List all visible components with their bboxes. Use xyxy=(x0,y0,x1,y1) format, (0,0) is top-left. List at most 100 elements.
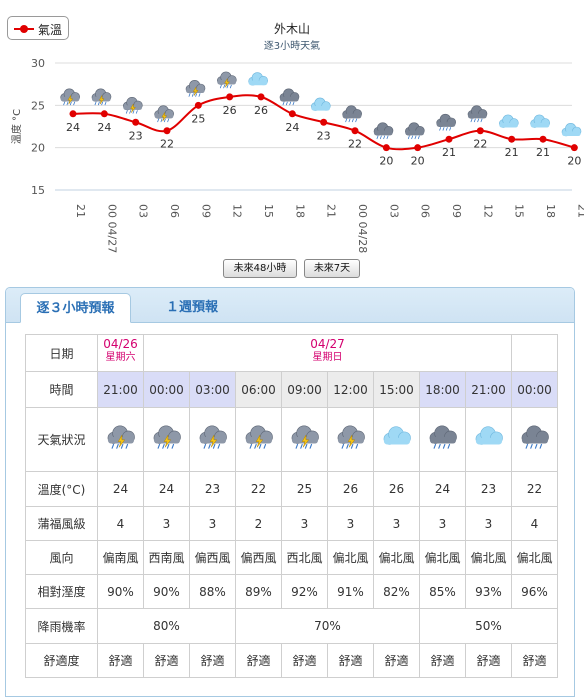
weather-icon-cell xyxy=(327,407,374,472)
humidity-cell: 90% xyxy=(97,574,144,609)
weather-icon-cell xyxy=(189,407,236,472)
x-tick-label: 03 xyxy=(137,204,150,218)
temperature-point[interactable] xyxy=(69,110,77,118)
time-cell: 09:00 xyxy=(281,371,328,408)
tab-weekly-forecast[interactable]: １週預報 xyxy=(165,300,218,315)
beaufort-cell: 3 xyxy=(419,506,466,541)
comfort-cell: 舒適 xyxy=(97,643,144,678)
row-time: 時間 21:00 00:00 03:00 06:00 09:00 12:00 1… xyxy=(25,371,558,408)
beaufort-cell: 3 xyxy=(465,506,512,541)
temperature-point[interactable] xyxy=(226,93,234,101)
temperature-point[interactable] xyxy=(382,144,390,152)
date-0426: 04/26 xyxy=(103,337,138,351)
wind-direction-cell: 偏北風 xyxy=(327,540,374,575)
cloud-icon xyxy=(475,425,503,445)
forecast-table: 日期 04/26 星期六 04/27 星期日 時間 21:00 00:00 03:0… xyxy=(25,334,558,678)
legend-label: 氣溫 xyxy=(38,23,63,37)
wind-direction-cell: 偏西風 xyxy=(235,540,282,575)
temp-cell: 23 xyxy=(465,471,512,507)
row-weather: 天氣狀況 xyxy=(25,407,558,472)
beaufort-cell: 3 xyxy=(189,506,236,541)
temperature-chart-svg: 15 20 25 30 溫度 °C 21 00 04/27 03 06 09 12 15 18 21 00 … xyxy=(10,57,584,253)
beaufort-cell: 3 xyxy=(143,506,190,541)
weather-icon-cell xyxy=(97,407,144,472)
comfort-cell: 舒適 xyxy=(235,643,282,678)
y-tick-label: 30 xyxy=(31,57,45,70)
humidity-cell: 91% xyxy=(327,574,374,609)
comfort-cell: 舒適 xyxy=(465,643,512,678)
x-tick-label: 09 xyxy=(199,204,212,218)
wind-direction-cell: 偏北風 xyxy=(419,540,466,575)
temperature-point[interactable] xyxy=(445,135,453,143)
temperature-point[interactable] xyxy=(351,127,359,135)
cloud-rain-icon xyxy=(405,122,425,140)
comfort-cell: 舒適 xyxy=(281,643,328,678)
x-tick-label: 12 xyxy=(481,204,494,218)
y-tick-label: 25 xyxy=(31,99,45,112)
row-beaufort: 蒲福風級 4 3 3 2 3 3 3 3 3 4 xyxy=(25,506,558,541)
humidity-cell: 82% xyxy=(373,574,420,609)
temp-cell: 22 xyxy=(511,471,558,507)
forecast-tabbar: 逐３小時預報 １週預報 xyxy=(6,288,574,323)
thunder-rain-icon xyxy=(185,80,206,97)
time-cell: 18:00 xyxy=(419,371,466,408)
x-tick-label: 18 xyxy=(293,204,306,218)
temperature-point[interactable] xyxy=(320,118,328,126)
temperature-point[interactable] xyxy=(539,135,547,143)
temperature-point[interactable] xyxy=(508,135,516,143)
beaufort-cell: 3 xyxy=(327,506,374,541)
temperature-chart: 15 20 25 30 溫度 °C 21 00 04/27 03 06 09 12 15 18 21 00 … xyxy=(0,0,584,282)
thunder-rain-icon xyxy=(154,105,174,123)
date-0427: 04/27 xyxy=(310,337,345,351)
x-tick-label: 00 04/27 xyxy=(105,204,118,253)
temperature-data-label: 21 xyxy=(442,146,456,159)
temperature-data-label: 26 xyxy=(223,104,237,117)
time-cell: 03:00 xyxy=(189,371,236,408)
temperature-data-label: 20 xyxy=(379,155,393,168)
chart-legend[interactable]: 氣溫 xyxy=(7,16,69,40)
thunder-rain-icon xyxy=(337,424,365,449)
x-tick-label: 15 xyxy=(513,204,526,218)
temperature-point[interactable] xyxy=(194,101,202,109)
tab-3-hour-forecast[interactable]: 逐３小時預報 xyxy=(20,293,131,323)
row-rain-probability: 降雨機率 80% 70% 50% xyxy=(25,608,558,644)
date-cell-0427: 04/27 星期日 xyxy=(143,334,512,372)
row-label-wind-direction: 風向 xyxy=(25,540,98,575)
temperature-data-label: 21 xyxy=(536,146,550,159)
legend-dot-marker xyxy=(20,25,28,33)
row-label-rain-probability: 降雨機率 xyxy=(25,608,98,644)
temperature-point[interactable] xyxy=(100,110,108,118)
beaufort-cell: 3 xyxy=(373,506,420,541)
humidity-cell: 96% xyxy=(511,574,558,609)
thunder-rain-icon xyxy=(91,88,112,106)
date-cell-0426: 04/26 星期六 xyxy=(97,334,144,372)
time-cell: 06:00 xyxy=(235,371,282,408)
thunder-rain-icon xyxy=(245,424,273,449)
temperature-point[interactable] xyxy=(414,144,422,152)
temperature-point[interactable] xyxy=(132,118,140,126)
temperature-point[interactable] xyxy=(163,127,171,135)
humidity-cell: 92% xyxy=(281,574,328,609)
wind-direction-cell: 偏北風 xyxy=(511,540,558,575)
row-label-weather: 天氣狀況 xyxy=(25,407,98,472)
temperature-point[interactable] xyxy=(570,144,578,152)
temperature-point[interactable] xyxy=(288,110,296,118)
weather-icon-cell xyxy=(465,407,512,472)
cloud-rain-icon xyxy=(342,105,362,123)
temperature-point[interactable] xyxy=(476,127,484,135)
row-humidity: 相對溼度 90% 90% 88% 89% 92% 91% 82% 85% 93%… xyxy=(25,574,558,609)
weather-icon-cell xyxy=(511,407,558,472)
cloud-rain-icon xyxy=(436,113,456,131)
humidity-cell: 89% xyxy=(235,574,282,609)
weather-icon-cell xyxy=(281,407,328,472)
humidity-cell: 85% xyxy=(419,574,466,609)
y-tick-label: 15 xyxy=(31,184,45,197)
cloud-icon xyxy=(248,72,268,86)
x-tick-label: 21 xyxy=(74,204,87,218)
wind-direction-cell: 西北風 xyxy=(281,540,328,575)
row-label-comfort: 舒適度 xyxy=(25,643,98,678)
next-48-hours-button[interactable]: 未來48小時 xyxy=(223,259,297,278)
next-7-days-button[interactable]: 未來7天 xyxy=(304,259,360,278)
y-axis-label: 溫度 °C xyxy=(10,109,23,144)
temperature-point[interactable] xyxy=(257,93,265,101)
